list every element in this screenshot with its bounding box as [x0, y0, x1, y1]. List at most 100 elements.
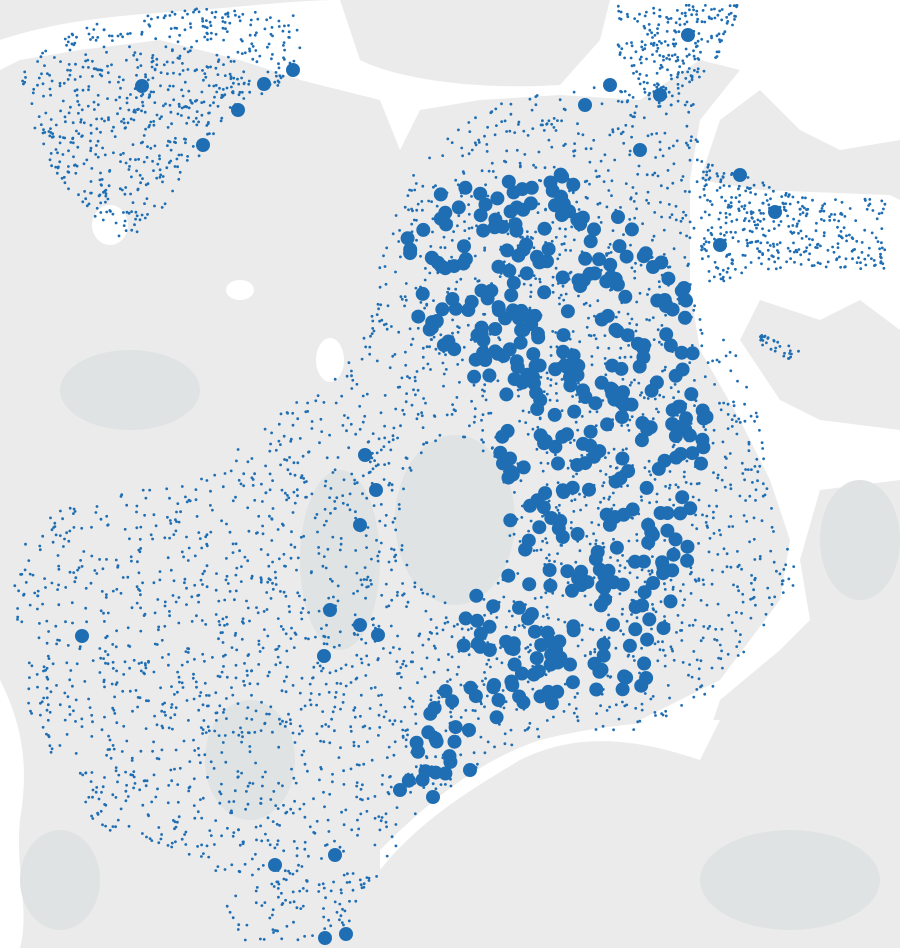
small-point: [265, 608, 269, 611]
small-point: [421, 346, 425, 350]
small-point: [237, 15, 241, 19]
small-point: [92, 28, 96, 31]
small-point: [752, 537, 756, 541]
small-point: [205, 31, 209, 35]
small-point: [666, 684, 670, 687]
large-point: [570, 212, 585, 227]
small-point: [152, 169, 155, 173]
small-point: [93, 214, 97, 218]
small-point: [166, 844, 170, 847]
small-point: [240, 76, 244, 80]
large-point: [491, 693, 506, 707]
small-point: [133, 223, 136, 227]
small-point: [207, 84, 211, 87]
small-point: [125, 783, 128, 787]
small-point: [688, 220, 692, 224]
small-point: [112, 151, 115, 155]
small-point: [76, 100, 80, 103]
small-point: [657, 101, 661, 105]
small-point: [369, 334, 372, 338]
small-point: [84, 606, 88, 610]
small-point: [193, 749, 197, 752]
small-point: [210, 31, 213, 35]
small-point: [132, 786, 136, 790]
small-point: [237, 93, 241, 97]
small-point: [633, 216, 637, 220]
small-point: [553, 560, 556, 563]
large-point: [470, 613, 485, 628]
large-point: [570, 527, 585, 541]
small-point: [103, 715, 106, 719]
small-point: [754, 499, 757, 502]
small-point: [251, 478, 255, 481]
small-point: [156, 787, 159, 791]
small-point: [55, 642, 58, 646]
small-point: [187, 719, 190, 722]
small-point: [503, 742, 507, 746]
small-point: [652, 11, 656, 15]
small-point: [736, 550, 739, 553]
small-point: [150, 60, 154, 64]
small-point: [685, 100, 689, 104]
small-point: [89, 38, 92, 41]
small-point: [695, 20, 699, 24]
small-point: [389, 624, 393, 628]
small-point: [431, 782, 435, 786]
small-point: [288, 901, 292, 904]
small-point: [735, 432, 739, 436]
small-point: [58, 141, 62, 145]
large-point: [657, 453, 672, 468]
small-point: [97, 797, 101, 801]
small-point: [268, 843, 272, 847]
small-point: [833, 218, 836, 222]
small-point: [531, 237, 534, 240]
small-point: [321, 710, 325, 713]
small-point: [706, 40, 710, 43]
small-point: [322, 401, 326, 404]
small-point: [321, 882, 325, 886]
large-point: [524, 607, 539, 621]
small-point: [455, 673, 459, 676]
small-point: [439, 246, 443, 249]
small-point: [691, 623, 695, 627]
small-point: [135, 504, 139, 508]
small-point: [144, 127, 148, 131]
small-point: [240, 740, 244, 744]
small-point: [193, 816, 197, 820]
small-point: [313, 516, 317, 520]
small-point: [112, 125, 115, 129]
small-point: [716, 266, 720, 270]
small-point: [658, 67, 662, 70]
small-point: [169, 148, 173, 152]
small-point: [379, 541, 383, 545]
small-point: [688, 624, 691, 627]
small-point: [400, 675, 403, 679]
small-point: [692, 226, 696, 230]
small-point: [595, 410, 599, 414]
small-point: [432, 670, 436, 674]
small-point: [327, 830, 331, 833]
small-point: [318, 693, 321, 696]
small-point: [439, 333, 443, 337]
small-point: [767, 257, 771, 261]
large-point: [677, 281, 691, 295]
small-point: [321, 666, 325, 670]
small-point: [235, 566, 239, 570]
small-point: [397, 503, 401, 506]
small-point: [277, 895, 280, 899]
small-point: [336, 456, 340, 459]
small-point: [406, 375, 409, 378]
small-point: [840, 200, 844, 204]
small-point: [95, 786, 99, 789]
small-point: [545, 541, 549, 545]
small-point: [192, 804, 196, 807]
small-point: [706, 627, 710, 630]
small-point: [158, 175, 162, 179]
small-point: [796, 200, 800, 204]
small-point: [795, 224, 799, 228]
small-point: [828, 215, 831, 219]
small-point: [139, 525, 143, 529]
small-point: [659, 63, 663, 67]
small-point: [130, 606, 134, 610]
small-point: [263, 27, 267, 31]
